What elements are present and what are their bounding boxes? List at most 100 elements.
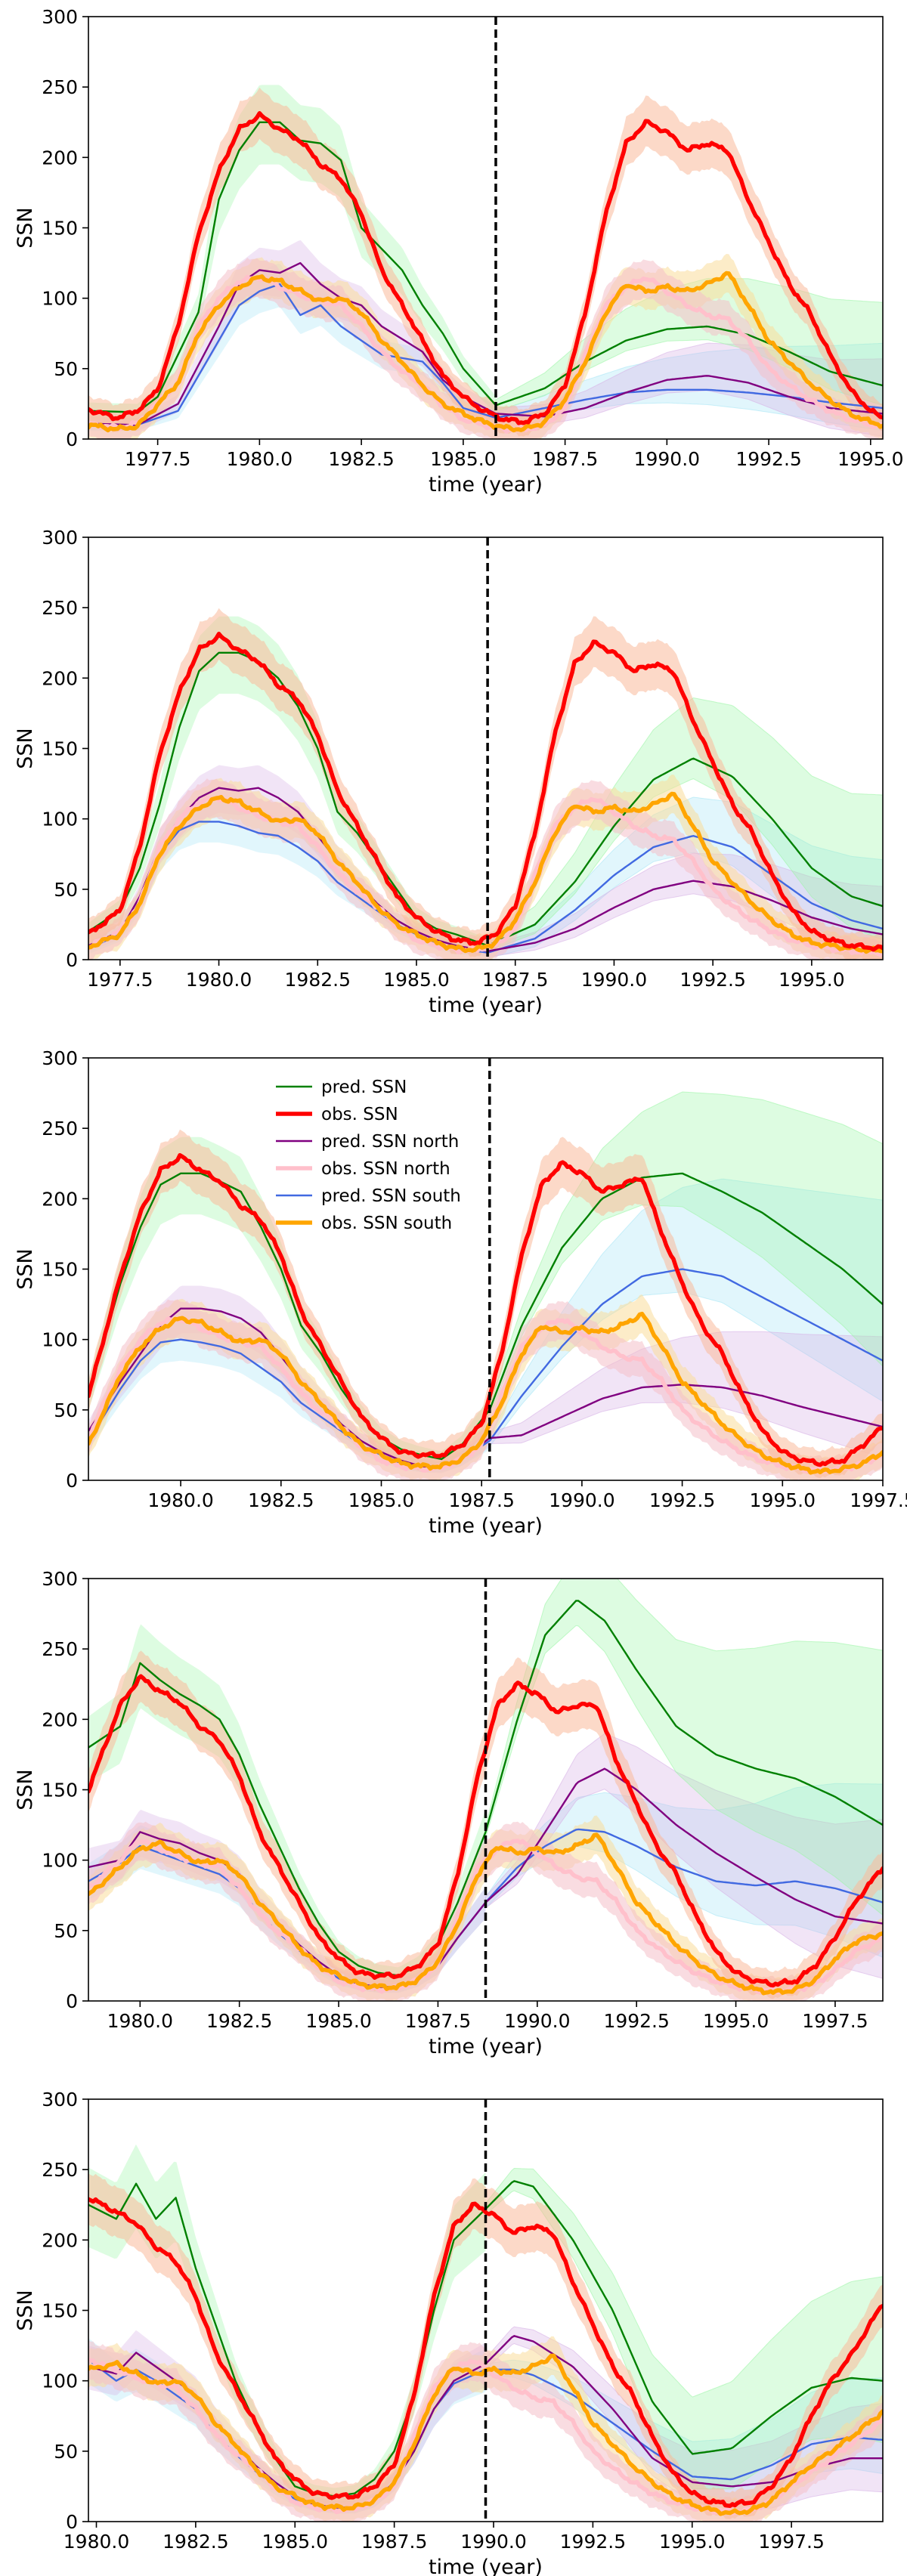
x-tick-label: 1992.5 xyxy=(603,2010,669,2032)
x-axis-label: time (year) xyxy=(429,473,543,496)
x-tick-label: 1995.0 xyxy=(750,1489,816,1511)
x-tick-label: 1985.0 xyxy=(305,2010,371,2032)
x-tick-label: 1982.5 xyxy=(163,2531,228,2553)
y-axis-label: SSN xyxy=(14,1769,37,1810)
y-tick-label: 250 xyxy=(42,1118,78,1140)
x-tick-label: 1985.0 xyxy=(383,969,449,991)
y-tick-label: 200 xyxy=(42,147,78,169)
obs-ssn-line xyxy=(88,111,883,425)
x-tick-label: 1977.5 xyxy=(125,448,190,470)
x-tick-label: 1997.5 xyxy=(850,1489,907,1511)
forecast-band-south xyxy=(487,796,883,959)
x-tick-label: 1995.0 xyxy=(779,969,844,991)
x-tick-label: 1987.5 xyxy=(361,2531,427,2553)
y-tick-label: 300 xyxy=(42,1568,78,1590)
x-tick-label: 1987.5 xyxy=(482,969,548,991)
y-tick-label: 0 xyxy=(66,1470,78,1492)
pred-ssn-line-forecast xyxy=(488,1172,883,1411)
forecast-band-north xyxy=(487,852,883,957)
history-band-south xyxy=(88,1319,490,1473)
x-tick-label: 1995.0 xyxy=(659,2531,725,2553)
y-tick-label: 50 xyxy=(54,879,78,901)
x-tick-label: 1997.5 xyxy=(802,2010,868,2032)
plot-area xyxy=(88,1091,883,1480)
x-axis-label: time (year) xyxy=(429,994,543,1017)
x-tick-label: 1992.5 xyxy=(735,448,801,470)
y-tick-label: 100 xyxy=(42,2370,78,2392)
pred-ssn-south-line-history xyxy=(88,283,497,426)
y-tick-label: 250 xyxy=(42,597,78,619)
x-tick-label: 1992.5 xyxy=(649,1489,715,1511)
plot-area xyxy=(88,1579,883,2001)
pred-ssn-line-forecast xyxy=(487,757,883,947)
y-axis-label: SSN xyxy=(14,2290,37,2330)
plot-area xyxy=(88,85,883,439)
y-tick-label: 0 xyxy=(66,2511,78,2533)
x-axis-label: time (year) xyxy=(429,2556,543,2576)
y-tick-label: 200 xyxy=(42,1188,78,1210)
y-tick-label: 300 xyxy=(42,2089,78,2111)
history-band-north xyxy=(88,240,496,431)
x-axis-label: time (year) xyxy=(429,1514,543,1538)
obs-ssn-south-line xyxy=(88,1311,883,1475)
forecast-band-north xyxy=(485,1733,883,1979)
pred-ssn-line-forecast xyxy=(484,1600,883,1832)
pred-ssn-line-history xyxy=(88,1172,491,1461)
pred-ssn-south-line-forecast xyxy=(487,834,883,954)
x-tick-label: 1995.0 xyxy=(703,2010,769,2032)
pred-ssn-line-forecast xyxy=(484,2180,883,2455)
obs-band-north xyxy=(88,1821,883,2001)
pred-ssn-south-line-forecast xyxy=(488,1268,883,1442)
pred-ssn-line-forecast xyxy=(495,325,883,407)
chart-panel-1: 0 50 100 150 200 250 300 1977.5 1980.0 1982.5 1985… xyxy=(14,6,904,496)
x-tick-label: 1987.5 xyxy=(532,448,598,470)
pred-ssn-south-line-forecast xyxy=(484,1828,883,1903)
y-tick-label: 0 xyxy=(66,428,78,450)
obs-ssn-north-line xyxy=(88,274,883,434)
x-tick-label: 1990.0 xyxy=(549,1489,614,1511)
legend: pred. SSN obs. SSN pred. SSN north obs. SSN… xyxy=(276,1078,461,1233)
y-tick-label: 0 xyxy=(66,1990,78,2012)
plot-area xyxy=(88,608,883,960)
y-tick-label: 250 xyxy=(42,1638,78,1660)
legend-label: obs. SSN south xyxy=(321,1214,452,1233)
x-tick-label: 1990.0 xyxy=(460,2531,526,2553)
y-tick-label: 300 xyxy=(42,527,78,549)
obs-ssn-north-line xyxy=(88,795,883,957)
x-tick-label: 1985.0 xyxy=(348,1489,414,1511)
pred-ssn-north-line-history xyxy=(88,261,497,426)
obs-ssn-line xyxy=(88,2197,883,2508)
obs-ssn-line xyxy=(88,632,883,952)
obs-ssn-south-line xyxy=(88,791,883,954)
x-tick-label: 1977.5 xyxy=(87,969,153,991)
chart-panel-2: 0 50 100 150 200 250 300 1977.5 1980.0 1982.5 1985… xyxy=(14,527,884,1017)
y-tick-label: 100 xyxy=(42,809,78,830)
x-tick-label: 1992.5 xyxy=(560,2531,626,2553)
legend-label: pred. SSN south xyxy=(321,1186,461,1206)
pred-ssn-north-line-forecast xyxy=(484,1767,883,1925)
x-tick-label: 1982.5 xyxy=(285,969,351,991)
x-tick-label: 1990.0 xyxy=(504,2010,570,2032)
pred-ssn-north-line-forecast xyxy=(487,880,883,952)
y-tick-label: 100 xyxy=(42,288,78,310)
x-tick-label: 1980.0 xyxy=(227,448,293,470)
forecast-band-ssn xyxy=(485,1579,883,1916)
y-tick-label: 50 xyxy=(54,2441,78,2463)
x-tick-label: 1990.0 xyxy=(634,448,700,470)
y-tick-label: 50 xyxy=(54,1399,78,1421)
x-tick-label: 1980.0 xyxy=(63,2531,129,2553)
x-tick-label: 1982.5 xyxy=(248,1489,314,1511)
x-tick-label: 1980.0 xyxy=(107,2010,173,2032)
x-tick-label: 1997.5 xyxy=(758,2531,824,2553)
x-tick-label: 1985.0 xyxy=(262,2531,328,2553)
forecast-band-ssn xyxy=(487,697,883,952)
obs-ssn-line xyxy=(88,1152,883,1467)
y-tick-label: 150 xyxy=(42,218,78,240)
x-axis-label: time (year) xyxy=(429,2035,543,2058)
y-tick-label: 100 xyxy=(42,1329,78,1351)
y-axis-label: SSN xyxy=(14,728,37,768)
y-axis-label: SSN xyxy=(14,207,37,248)
y-tick-label: 150 xyxy=(42,1259,78,1281)
chart-panel-5: 0 50 100 150 200 250 300 1980.0 1982.5 1985.0 1987… xyxy=(14,2089,884,2576)
